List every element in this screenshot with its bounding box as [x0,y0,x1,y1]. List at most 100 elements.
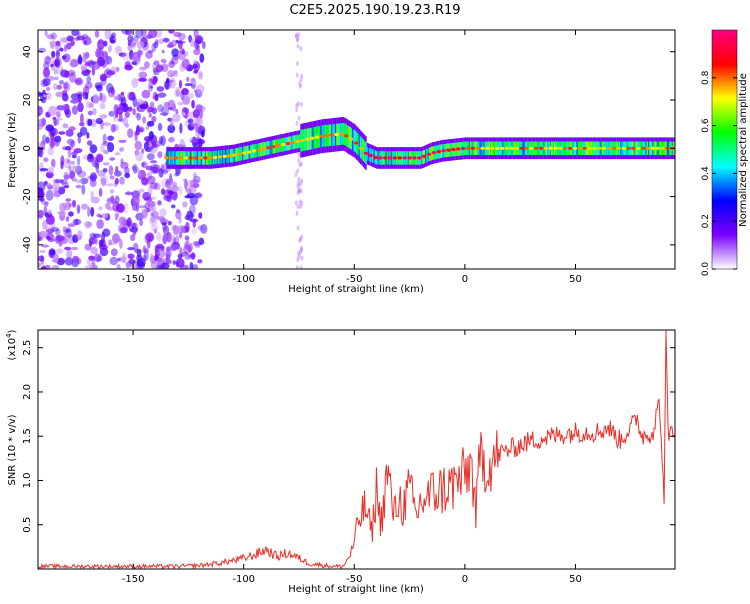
spectrogram-noise-blob [77,56,83,65]
spectrogram-noise-blob [56,84,63,90]
spectrogram-noise-blob [159,249,166,258]
spectrogram-noise-blob [79,113,84,124]
spectrogram-noise-blob [163,169,168,175]
spectrogram-noise-blob [82,92,89,100]
spectrogram-noise-blob [120,158,124,165]
spectrogram-ridge-core [319,134,325,138]
spectrogram-ridge-core [577,146,583,150]
spectrogram-ridge-core [256,148,261,152]
snr-panel: -150 -100 -50 0 50 0.5 1.0 1.5 2.0 2.5 Height of… [5,329,676,595]
spectrogram-noise-blob [85,81,93,89]
spectrogram-noise-blob [160,188,166,195]
spectrogram-ridge-core [456,147,461,151]
spectrogram-noise-blob [83,53,89,60]
spectrogram-ridge-inner [231,148,233,163]
spectrogram-noise-blob [135,151,144,162]
spectrogram-ridge-core [314,135,320,139]
spectrogram-noise-blob [51,50,56,58]
spectrogram-ridge-core [441,149,446,153]
spectrogram-noise-blob [146,120,155,127]
spectrogram-noise-blob [160,58,167,64]
spectrogram-ridge-inner [523,141,525,155]
spectrogram-x-tick-label: -150 [122,274,145,285]
colorbar-tick-label: 0.8 [701,70,711,85]
spectrogram-streak-blob [299,46,303,52]
spectrogram-noise-blob [154,93,159,102]
spectrogram-noise-blob [53,57,62,68]
spectrogram-noise-blob [157,122,163,132]
spectrogram-noise-blob [150,224,159,231]
spectrogram-streak-blob [297,32,301,37]
spectrogram-ridge-inner [172,151,175,165]
spectrogram-noise-blob [71,105,78,115]
spectrogram-noise-blob [103,162,110,166]
colorbar: 0.0 0.2 0.4 0.6 0.8 Normalized spectral ampl… [701,29,749,276]
spectrogram-noise-blob [52,116,56,120]
spectrogram-ridge-inner [358,135,361,157]
spectrogram-y-tick-label: 40 [22,45,33,58]
spectrogram-noise-blob [121,52,131,61]
spectrogram-noise-blob [157,257,165,264]
spectrogram-noise-blob [66,248,73,260]
spectrogram-ridge-inner [479,141,481,155]
spectrogram-ridge-core [193,156,198,160]
spectrogram-noise-blob [107,135,114,141]
spectrogram-noise-blob [146,106,152,114]
spectrogram-ridge-core [237,152,242,156]
spectrogram-noise-blob [145,165,154,171]
spectrogram-noise-blob [68,211,74,217]
spectrogram-noise-blob [99,114,108,119]
spectrogram-noise-blob [59,202,66,213]
spectrogram-noise-blob [99,175,109,184]
spectrogram-noise-blob [171,186,180,193]
spectrogram-noise-blob [150,253,154,261]
spectrogram-noise-blob [168,136,175,143]
snr-y-tick-label: 2.0 [22,384,33,400]
spectrogram-noise-blob [70,246,79,251]
spectrogram-streak-blob [296,204,300,210]
spectrogram-noise-blob [190,252,196,260]
spectrogram-noise-blob [117,117,124,122]
spectrogram-noise-blob [183,51,189,57]
spectrogram-noise-blob [179,122,183,134]
spectrogram-noise-blob [162,225,170,236]
spectrogram-noise-blob [49,40,57,47]
spectrogram-noise-blob [68,144,74,151]
spectrogram-noise-blob [64,44,68,53]
spectrogram-noise-blob [201,41,206,49]
spectrogram-noise-blob [156,243,164,249]
spectrogram-ridge-core [305,137,310,141]
spectrogram-noise-blob [53,83,58,90]
spectrogram-ridge-inner [260,142,262,157]
spectrogram-ridge-core [431,151,437,155]
spectrogram-noise-blob [131,195,140,207]
spectrogram-ridge-inner [426,148,428,163]
spectrogram-ridge-core [412,156,417,160]
spectrogram-noise-blob [46,92,52,100]
spectrogram-noise-blob [168,30,175,34]
spectrogram-noise-blob [108,165,114,176]
spectrogram-noise-blob [154,39,159,45]
spectrogram-noise-blob [147,175,156,185]
spectrogram-ridge-core [568,146,573,150]
spectrogram-ridge-core [334,132,339,137]
spectrogram-streak-blob [297,152,301,158]
spectrogram-noise-blob [190,38,195,48]
spectrogram-noise-blob [81,184,86,195]
spectrogram-noise-blob [124,111,130,118]
spectrogram-noise-blob [109,157,116,161]
spectrogram-noise-blob [68,165,72,172]
spectrogram-noise-blob [38,209,44,218]
spectrogram-noise-blob [88,255,95,261]
spectrogram-streak-blob [299,265,303,269]
spectrogram-streak-blob [299,236,303,242]
spectrogram-panel: -150 -100 -50 0 50 -40 -20 0 20 40 Height of str… [7,29,676,295]
spectrogram-noise-blob [66,35,74,42]
spectrogram-streak-blob [297,157,301,163]
spectrogram-streak-blob [294,33,298,39]
spectrogram-noise-blob [72,218,82,226]
spectrogram-noise-blob [66,159,70,164]
spectrogram-ridge-core [212,155,218,160]
spectrogram-noise-blob [50,32,57,40]
spectrogram-noise-blob [101,213,109,219]
